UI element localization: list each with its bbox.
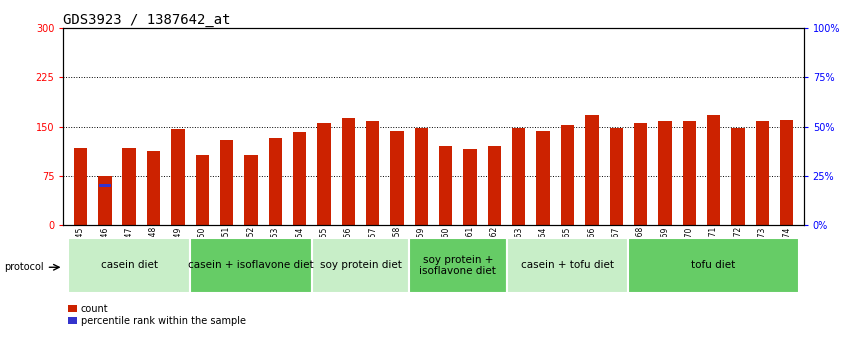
Bar [415, 128, 428, 225]
Bar [342, 118, 355, 225]
Bar [683, 121, 696, 225]
Bar [731, 128, 744, 225]
Bar [390, 131, 404, 225]
Text: GDS3923 / 1387642_at: GDS3923 / 1387642_at [63, 13, 231, 27]
Bar [317, 123, 331, 225]
Bar [98, 176, 112, 225]
Bar [507, 239, 629, 292]
Bar [171, 129, 184, 225]
Bar [123, 148, 136, 225]
Bar [69, 239, 190, 292]
Bar [585, 115, 599, 225]
Bar [439, 146, 453, 225]
Text: soy protein +
isoflavone diet: soy protein + isoflavone diet [420, 255, 497, 276]
Bar [707, 115, 720, 225]
Bar [312, 239, 409, 292]
Bar [561, 125, 574, 225]
Bar [99, 183, 111, 188]
Text: protocol: protocol [4, 262, 44, 272]
Bar [147, 151, 160, 225]
Bar [464, 149, 477, 225]
Text: tofu diet: tofu diet [691, 261, 736, 270]
Text: soy protein diet: soy protein diet [320, 261, 402, 270]
Bar [74, 148, 87, 225]
Bar [780, 120, 794, 225]
Bar [195, 155, 209, 225]
Bar [488, 146, 501, 225]
Bar [609, 128, 623, 225]
Bar [634, 123, 647, 225]
Bar [268, 138, 282, 225]
Bar [293, 132, 306, 225]
Bar [220, 139, 233, 225]
Text: casein + tofu diet: casein + tofu diet [521, 261, 614, 270]
Bar [658, 121, 672, 225]
Bar [366, 121, 379, 225]
Bar [536, 131, 550, 225]
Text: casein + isoflavone diet: casein + isoflavone diet [188, 261, 314, 270]
Bar [512, 128, 525, 225]
Bar [244, 155, 258, 225]
Bar [190, 239, 312, 292]
Bar [409, 239, 507, 292]
Bar [755, 121, 769, 225]
Legend: count, percentile rank within the sample: count, percentile rank within the sample [69, 304, 246, 326]
Bar [629, 239, 799, 292]
Text: casein diet: casein diet [101, 261, 157, 270]
